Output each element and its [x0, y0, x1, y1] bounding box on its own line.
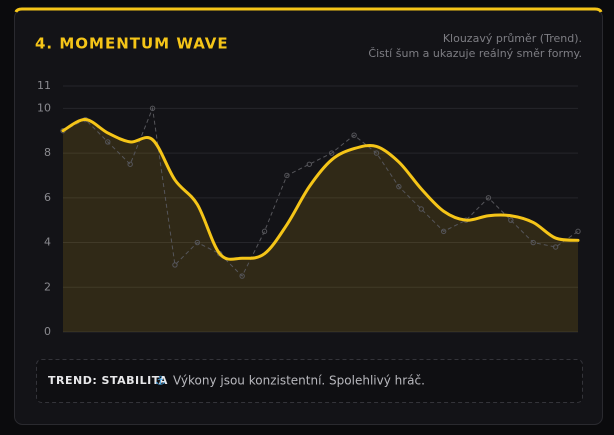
trend-line [61, 118, 580, 261]
raw-point [373, 150, 380, 156]
raw-point [239, 273, 245, 279]
subtitle-line: Klouzavý průměr (Trend). [443, 32, 582, 45]
y-tick-label: 2 [44, 280, 51, 293]
y-tick-label: 0 [44, 325, 51, 338]
y-tick-label: 11 [37, 79, 51, 92]
raw-point [485, 195, 492, 201]
raw-point [575, 228, 581, 235]
y-tick-label: 8 [44, 146, 51, 159]
raw-point [172, 262, 178, 268]
card-top-border [14, 7, 603, 13]
raw-point [306, 161, 313, 167]
raw-point [530, 239, 536, 246]
raw-point [351, 132, 357, 138]
y-tick-label: 4 [44, 236, 51, 249]
footer-icon: ⚓ [155, 374, 166, 388]
footer-label: TREND: STABILITA [48, 374, 168, 387]
raw-point [194, 239, 201, 246]
raw-point [261, 228, 268, 235]
subtitle-line: Čistí šum a ukazuje reálný směr formy. [368, 47, 582, 60]
raw-point [105, 139, 111, 145]
footer-text: Výkony jsou konzistentní. Spolehlivý hrá… [173, 374, 425, 388]
raw-point [396, 183, 402, 190]
raw-point [418, 206, 424, 212]
raw-point [127, 161, 133, 167]
trend-area [63, 119, 578, 332]
raw-point [328, 150, 335, 156]
y-tick-label: 6 [44, 191, 51, 204]
raw-point [508, 217, 514, 223]
raw-point [284, 172, 290, 179]
raw-point [440, 228, 447, 235]
raw-line [62, 106, 579, 277]
chart-title: 4. MOMENTUM WAVE [35, 35, 229, 53]
raw-point [149, 105, 156, 112]
plot: 0 2 4 6 8 10 11 [37, 79, 581, 338]
footer-box [36, 359, 583, 403]
y-tick-label: 10 [37, 101, 51, 114]
raw-point [552, 244, 559, 250]
